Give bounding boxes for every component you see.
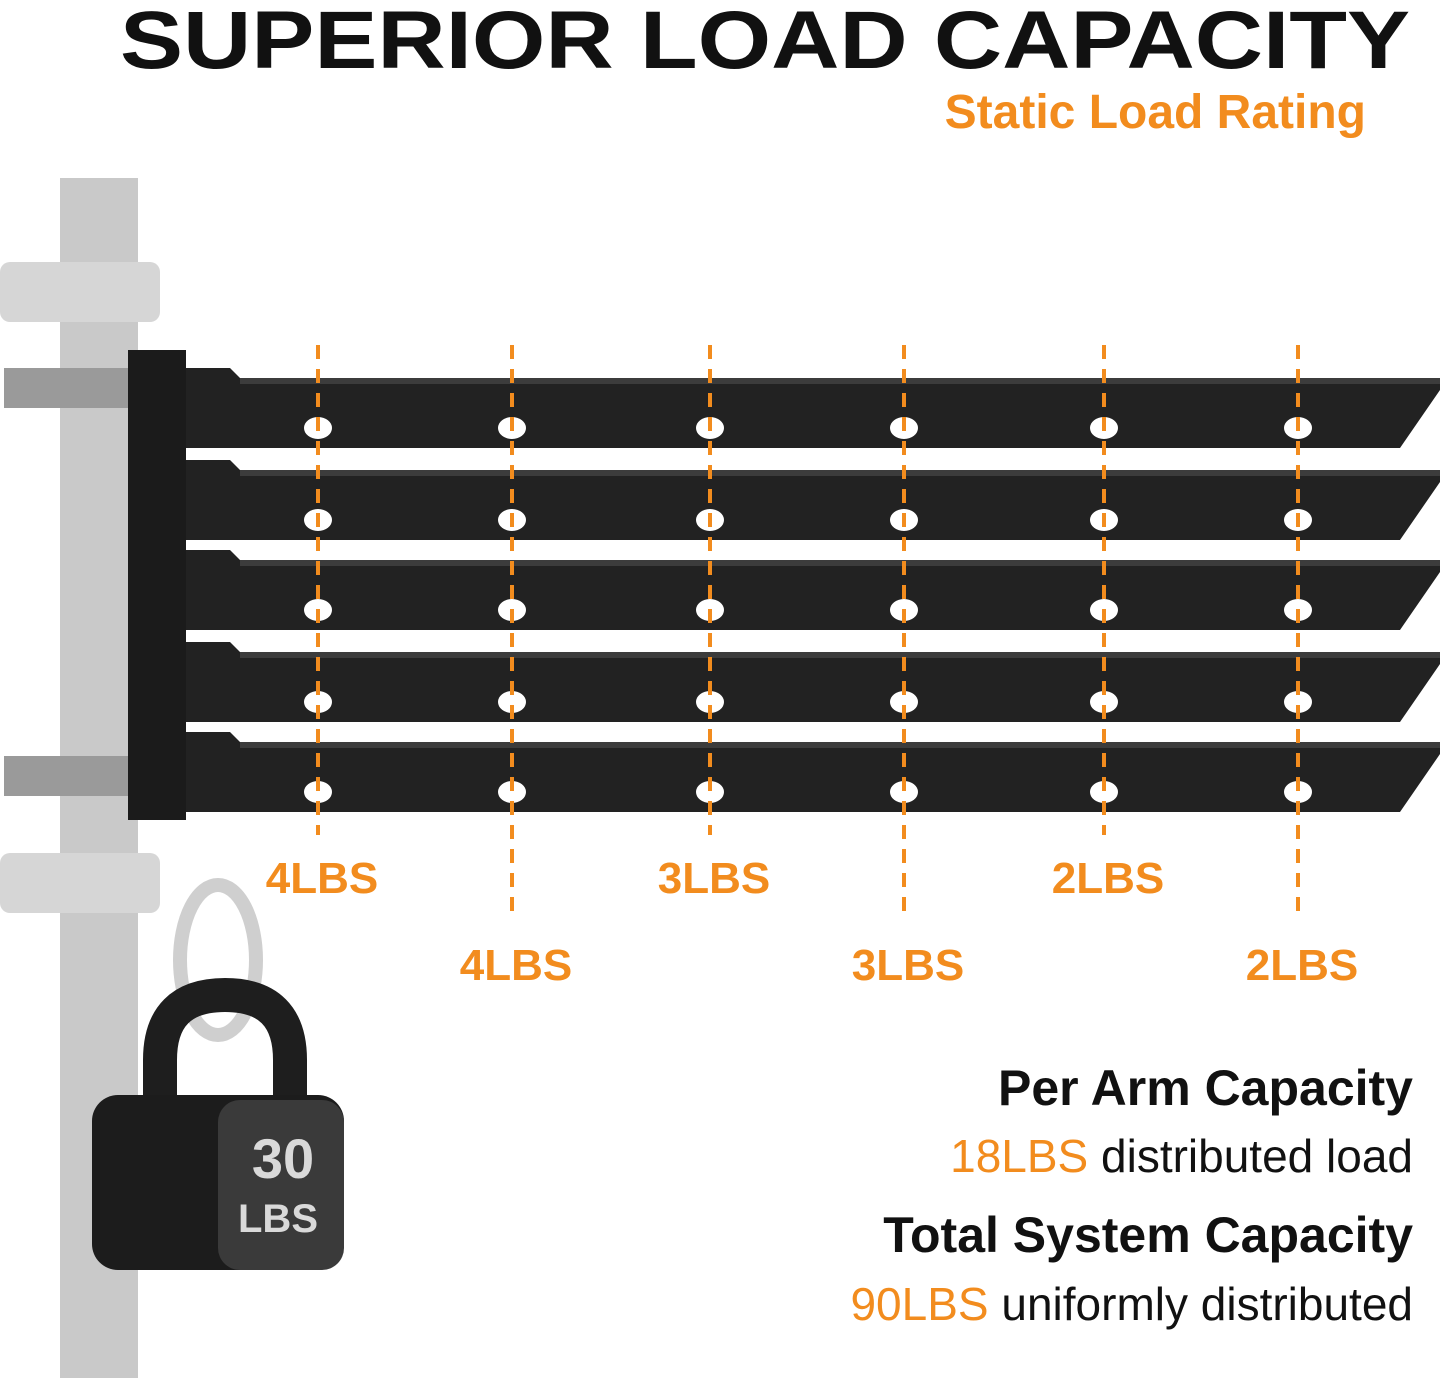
load-label: 2LBS: [1052, 854, 1164, 903]
per-arm-amount: 18LBS: [950, 1130, 1088, 1182]
load-label: 3LBS: [658, 854, 770, 903]
arm-edge: [240, 378, 1440, 384]
arm-hole: [498, 781, 526, 803]
arm-hole: [1090, 691, 1118, 713]
per-arm-line: 18LBS distributed load: [950, 1130, 1413, 1182]
arm-edge: [240, 652, 1440, 658]
weight: 30 LBS: [92, 878, 344, 1270]
arm-edge: [240, 560, 1440, 566]
load-label: 2LBS: [1246, 941, 1358, 990]
arm-edge: [240, 742, 1440, 748]
load-lines: [316, 345, 1300, 915]
arm-hole: [1090, 781, 1118, 803]
arm-hole: [1284, 691, 1312, 713]
arms: [128, 350, 1440, 820]
arm-hole: [304, 781, 332, 803]
per-arm-description: distributed load: [1101, 1130, 1413, 1182]
load-label: 4LBS: [266, 854, 378, 903]
arm-hole: [890, 781, 918, 803]
arm-hole: [304, 691, 332, 713]
subtitle: Static Load Rating: [945, 86, 1366, 139]
total-line: 90LBS uniformly distributed: [850, 1278, 1413, 1330]
total-heading: Total System Capacity: [883, 1207, 1413, 1263]
arm-hole: [890, 691, 918, 713]
total-amount: 90LBS: [850, 1278, 988, 1330]
total-description: uniformly distributed: [1001, 1278, 1413, 1330]
weight-unit: LBS: [238, 1197, 318, 1241]
arm-hole: [696, 781, 724, 803]
arm-edge: [240, 470, 1440, 476]
arm-hole: [498, 691, 526, 713]
load-label: 3LBS: [852, 941, 964, 990]
per-arm-heading: Per Arm Capacity: [998, 1060, 1413, 1116]
arm-hole: [696, 691, 724, 713]
load-label: 4LBS: [460, 941, 572, 990]
bracket: [128, 350, 186, 820]
weight-amount: 30: [252, 1127, 314, 1190]
arm-hole: [1284, 781, 1312, 803]
title: SUPERIOR LOAD CAPACITY: [120, 0, 1410, 86]
